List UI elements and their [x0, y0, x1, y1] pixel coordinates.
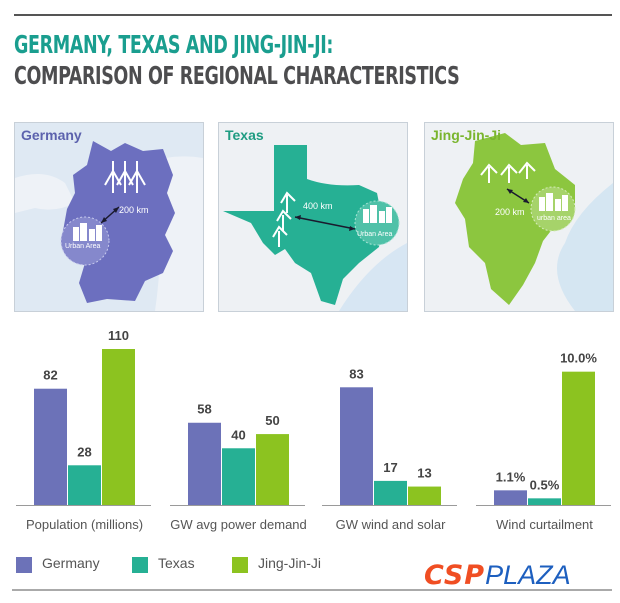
bar-germany: [34, 388, 67, 505]
legend-label: Germany: [42, 555, 100, 571]
title-line-1: GERMANY, TEXAS AND JING-JIN-JI:: [14, 30, 333, 59]
data-label: 50: [265, 413, 279, 428]
legend-swatch-germany: [16, 557, 32, 573]
bar-texas: [68, 465, 101, 505]
legend-label: Texas: [158, 555, 195, 571]
jingjinji-map-panel: Jing-Jin-Ji 200 km urban area: [424, 122, 614, 312]
panel-label-jingjinji: Jing-Jin-Ji: [431, 127, 502, 143]
bar-jingjinji: [408, 486, 441, 505]
top-divider: [14, 14, 612, 16]
bar-chart: 82 28 110 Population (millions) 58 40 50 GW avg…: [16, 328, 611, 532]
urban-label-texas: Urban Area: [357, 231, 393, 238]
data-label: 17: [383, 460, 397, 475]
bar-jingjinji: [256, 434, 289, 505]
data-label: 58: [197, 402, 211, 417]
germany-map-panel: Germany 200 km Urban Area: [14, 122, 204, 312]
bar-jingjinji: [562, 371, 595, 505]
data-label: 110: [108, 328, 129, 343]
bar-germany: [340, 387, 373, 505]
distance-label-jingjinji: 200 km: [495, 207, 525, 217]
category-label: Population (millions): [26, 517, 143, 532]
bar-texas: [374, 480, 407, 505]
legend-label: Jing-Jin-Ji: [258, 555, 322, 571]
data-label: 82: [43, 368, 57, 383]
germany-map-icon: [15, 123, 203, 311]
category-label: Wind curtailment: [496, 517, 593, 532]
data-label: 1.1%: [496, 469, 526, 484]
bar-texas: [528, 498, 561, 505]
texas-map-icon: [219, 123, 407, 311]
logo-part-plaza: PLAZA: [485, 560, 571, 590]
data-label: 13: [417, 466, 431, 481]
distance-label-germany: 200 km: [119, 205, 149, 215]
title-line-2: COMPARISON OF REGIONAL CHARACTERISTICS: [14, 61, 460, 90]
urban-label-jingjinji: urban area: [537, 215, 571, 222]
data-label: 40: [231, 427, 245, 442]
panel-label-germany: Germany: [21, 127, 82, 143]
legend-swatch-texas: [132, 557, 148, 573]
bar-jingjinji: [102, 349, 135, 505]
panel-label-texas: Texas: [225, 127, 264, 143]
csp-plaza-logo: CSPPLAZA: [424, 560, 571, 591]
distance-label-texas: 400 km: [303, 201, 333, 211]
data-label: 28: [77, 444, 91, 459]
texas-map-panel: Texas 400 km Urban Area: [218, 122, 408, 312]
bottom-divider: [12, 589, 612, 591]
logo-part-csp: CSP: [424, 560, 486, 591]
category-label: GW wind and solar: [336, 517, 446, 532]
bar-germany: [188, 422, 221, 505]
bar-texas: [222, 448, 255, 505]
data-label: 83: [349, 366, 363, 381]
bar-germany: [494, 490, 527, 505]
legend-swatch-jingjinji: [232, 557, 248, 573]
urban-label-germany: Urban Area: [65, 243, 101, 250]
jingjinji-map-icon: [425, 123, 613, 311]
data-label: 10.0%: [560, 351, 597, 366]
category-label: GW avg power demand: [170, 517, 307, 532]
data-label: 0.5%: [530, 477, 560, 492]
